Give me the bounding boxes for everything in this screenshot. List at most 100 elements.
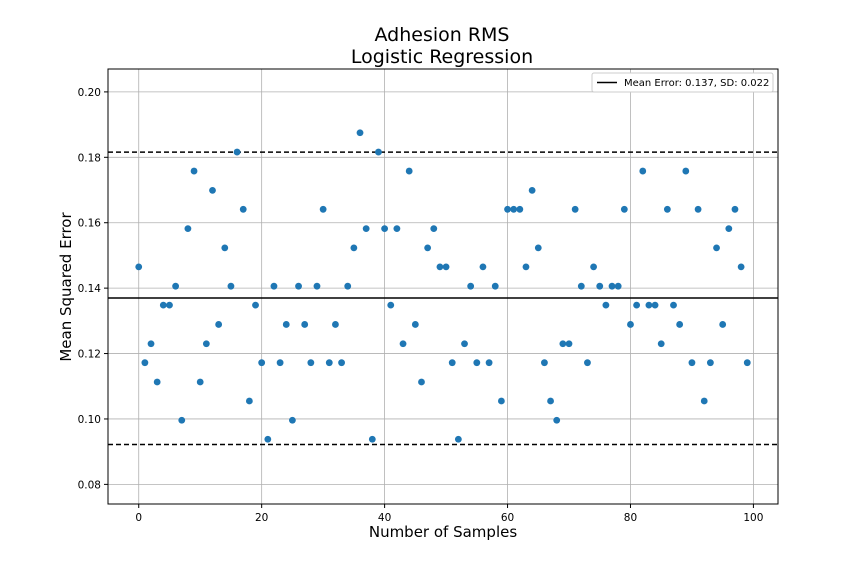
data-point bbox=[393, 225, 401, 233]
data-point bbox=[725, 225, 733, 233]
data-point bbox=[676, 321, 684, 328]
data-point bbox=[399, 340, 407, 348]
data-point bbox=[221, 244, 229, 252]
data-point bbox=[620, 205, 628, 213]
data-point bbox=[627, 321, 634, 328]
data-point bbox=[553, 416, 561, 424]
data-point bbox=[295, 282, 302, 290]
data-point bbox=[141, 359, 149, 367]
data-point bbox=[534, 244, 542, 252]
data-point bbox=[245, 397, 253, 405]
data-point bbox=[694, 205, 702, 213]
data-point bbox=[657, 340, 665, 348]
y-tick-label: 0.12 bbox=[78, 349, 101, 361]
data-point bbox=[731, 205, 739, 213]
data-point bbox=[737, 263, 745, 271]
data-point bbox=[590, 263, 597, 271]
data-point bbox=[467, 282, 475, 290]
x-tick-label: 0 bbox=[135, 512, 142, 524]
data-point bbox=[362, 225, 370, 233]
y-tick-label: 0.10 bbox=[78, 414, 101, 426]
data-point bbox=[338, 359, 345, 367]
data-point bbox=[258, 359, 266, 367]
data-point bbox=[510, 205, 518, 213]
data-point bbox=[596, 282, 604, 290]
data-point bbox=[264, 435, 272, 443]
data-point bbox=[405, 167, 413, 175]
data-point bbox=[547, 397, 554, 405]
grid bbox=[108, 69, 778, 504]
chart-title-line-1: Adhesion RMS bbox=[375, 24, 510, 46]
x-tick-label: 100 bbox=[743, 512, 763, 524]
data-point bbox=[135, 263, 143, 271]
data-point bbox=[153, 378, 161, 386]
data-point bbox=[663, 205, 671, 213]
x-axis-ticks: 0 20 40 60 80 100 bbox=[135, 504, 763, 524]
data-point bbox=[682, 167, 690, 175]
data-point bbox=[700, 397, 708, 405]
data-point bbox=[743, 359, 751, 367]
data-point bbox=[602, 301, 610, 309]
x-tick-label: 60 bbox=[501, 512, 514, 524]
data-point bbox=[706, 359, 714, 367]
data-point bbox=[350, 244, 358, 252]
legend-label: Mean Error: 0.137, SD: 0.022 bbox=[624, 78, 769, 89]
data-point bbox=[485, 359, 493, 367]
data-point bbox=[430, 225, 438, 233]
data-point bbox=[473, 359, 481, 367]
y-tick-label: 0.14 bbox=[78, 283, 102, 295]
y-tick-label: 0.16 bbox=[78, 218, 102, 230]
data-point bbox=[497, 397, 505, 405]
data-point bbox=[559, 340, 567, 348]
data-point bbox=[424, 244, 432, 252]
data-point bbox=[356, 129, 364, 137]
data-point bbox=[614, 282, 622, 290]
data-point bbox=[233, 148, 241, 156]
data-point bbox=[387, 301, 395, 309]
data-point bbox=[491, 282, 499, 290]
data-point bbox=[504, 205, 511, 213]
data-point bbox=[565, 340, 573, 348]
plot-frame bbox=[107, 68, 779, 505]
data-point bbox=[448, 359, 456, 367]
data-point bbox=[436, 263, 444, 271]
data-point bbox=[571, 205, 579, 213]
data-point bbox=[307, 359, 315, 367]
data-point bbox=[184, 225, 192, 233]
data-point bbox=[645, 301, 653, 309]
x-tick-label: 80 bbox=[624, 512, 637, 524]
data-point bbox=[270, 282, 278, 290]
data-points bbox=[135, 129, 751, 443]
data-point bbox=[325, 359, 333, 367]
data-point bbox=[215, 321, 223, 328]
data-point bbox=[159, 301, 167, 309]
data-point bbox=[411, 321, 419, 328]
x-axis-label: Number of Samples bbox=[369, 523, 517, 541]
x-tick-label: 20 bbox=[255, 512, 268, 524]
data-point bbox=[368, 435, 376, 443]
data-point bbox=[713, 244, 720, 252]
data-point bbox=[166, 301, 173, 309]
data-point bbox=[633, 301, 641, 309]
data-point bbox=[577, 282, 585, 290]
data-point bbox=[418, 378, 425, 386]
y-tick-label: 0.20 bbox=[78, 87, 101, 99]
x-tick-label: 40 bbox=[378, 512, 391, 524]
y-tick-label: 0.08 bbox=[78, 479, 101, 491]
data-point bbox=[454, 435, 462, 443]
data-point bbox=[719, 321, 727, 328]
data-point bbox=[196, 378, 204, 386]
chart-title-line-2: Logistic Regression bbox=[351, 46, 533, 68]
reference-lines bbox=[108, 151, 778, 446]
y-tick-label: 0.18 bbox=[78, 152, 101, 164]
data-point bbox=[608, 282, 616, 290]
data-point bbox=[252, 301, 259, 309]
data-point bbox=[442, 263, 450, 271]
legend: Mean Error: 0.137, SD: 0.022 bbox=[591, 72, 774, 93]
data-point bbox=[528, 186, 536, 194]
data-point bbox=[239, 205, 247, 213]
data-point bbox=[227, 282, 235, 290]
data-point bbox=[332, 321, 339, 328]
data-point bbox=[172, 282, 180, 290]
